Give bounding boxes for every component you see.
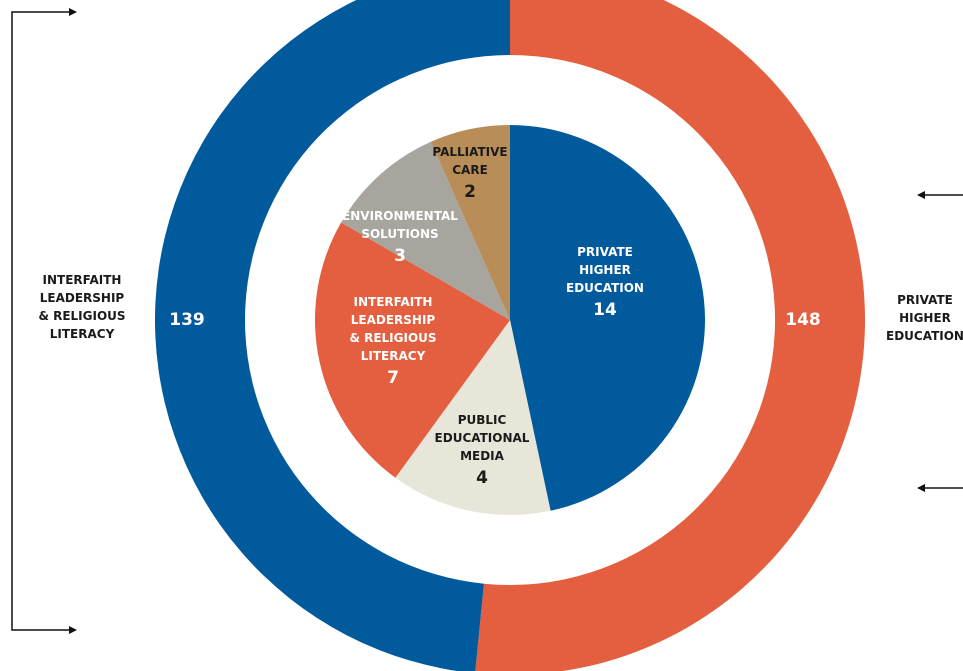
slice <box>155 0 510 671</box>
slice <box>341 141 510 320</box>
value-label: 7 <box>387 368 399 388</box>
slice-label: PUBLIC EDUCATIONAL MEDIA <box>435 413 530 463</box>
slice-label: INTERFAITH LEADERSHIP & RELIGIOUS LITERACY <box>349 295 436 363</box>
value-label: 148 <box>785 310 821 330</box>
category-label: INTERFAITH LEADERSHIP & RELIGIOUS LITERACY <box>38 273 125 341</box>
value-label: 139 <box>169 310 205 330</box>
slice <box>315 222 510 478</box>
brackets <box>11 8 963 634</box>
slice <box>475 0 865 671</box>
slice-label: PALLIATIVE CARE <box>432 145 507 177</box>
value-label: 3 <box>394 246 406 266</box>
value-label: 4 <box>476 468 488 488</box>
slice-label: PRIVATE HIGHER EDUCATION <box>566 245 644 295</box>
slice <box>430 125 510 320</box>
slice <box>395 320 551 515</box>
slice <box>510 125 705 511</box>
value-label: 14 <box>593 300 617 320</box>
right-arrows <box>920 194 963 489</box>
slice-label: ENVIRONMENTAL SOLUTIONS <box>342 209 458 241</box>
left-bracket <box>11 11 75 631</box>
value-label: 2 <box>464 182 476 202</box>
category-label: PRIVATE HIGHER EDUCATION <box>886 293 963 343</box>
